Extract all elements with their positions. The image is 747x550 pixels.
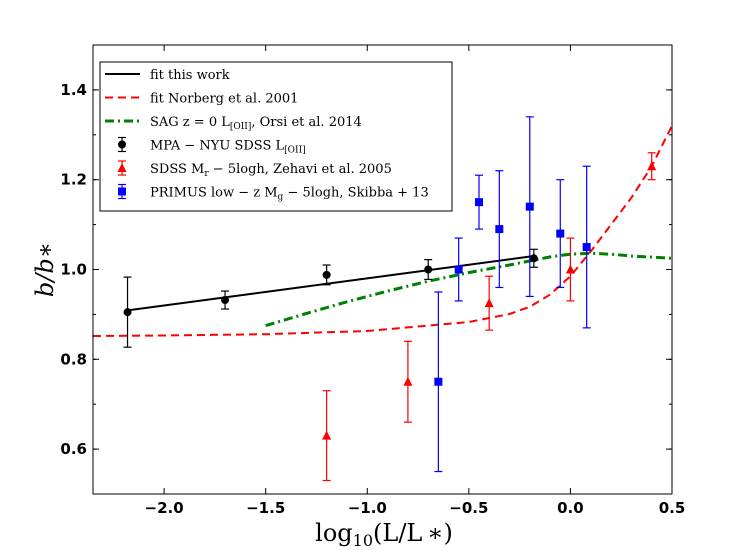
data-point <box>322 390 332 482</box>
legend-marker-triangle <box>117 163 127 172</box>
data-point <box>322 264 331 286</box>
legend-entry: fit this work <box>105 68 230 83</box>
y-axis: 0.6 0.8 1.0 1.2 1.4 <box>60 44 672 495</box>
data-point <box>582 165 591 329</box>
marker-circle <box>221 296 230 305</box>
series-line-sag-z-0-l-oii-orsi-et-al-2014 <box>265 251 672 328</box>
y-tick-label: 0.8 <box>60 350 87 368</box>
data-point <box>123 276 132 348</box>
data-point <box>403 340 413 423</box>
y-tick-label: 0.6 <box>60 440 87 458</box>
legend-label: SAG z = 0 L[OII], Orsi et al. 2014 <box>150 115 362 132</box>
data-point <box>434 291 443 473</box>
y-tick-label: 1.0 <box>60 261 87 279</box>
data-point <box>495 170 504 289</box>
marker-square <box>556 229 565 238</box>
legend-marker-circle <box>118 140 126 149</box>
legend: fit this work fit Norberg et al. 2001 SAG … <box>99 61 453 212</box>
legend-label: SDSS Mr − 5logh, Zehavi et al. 2005 <box>150 162 392 179</box>
marker-square <box>495 225 504 234</box>
legend-entry: SAG z = 0 L[OII], Orsi et al. 2014 <box>105 115 362 132</box>
marker-circle <box>123 308 132 317</box>
data-point <box>424 259 433 280</box>
marker-circle <box>424 265 433 274</box>
data-point <box>484 275 494 331</box>
x-axis: −2.0 −1.5 −1.0 −0.5 0.0 0.5 <box>145 45 686 517</box>
marker-triangle <box>322 430 332 440</box>
data-point <box>221 290 230 310</box>
marker-triangle <box>484 298 494 308</box>
x-tick-label: 0.5 <box>659 499 686 517</box>
marker-circle <box>529 254 538 263</box>
legend-label: MPA − NYU SDSS L[OII] <box>150 139 306 156</box>
series-line-fit-this-work <box>127 255 535 312</box>
data-point <box>556 179 565 289</box>
data-point <box>529 248 538 268</box>
legend-marker-square <box>118 187 126 196</box>
y-tick-label: 1.2 <box>60 171 87 189</box>
legend-label: PRIMUS low − z Mg − 5logh, Skibba + 13 <box>150 186 429 203</box>
marker-triangle <box>403 376 413 386</box>
marker-triangle <box>647 161 657 171</box>
series-line-fit-norberg-et-al-2001 <box>93 125 672 337</box>
marker-triangle <box>565 264 575 274</box>
x-tick-label: 0.0 <box>557 499 584 517</box>
marker-square <box>582 243 591 252</box>
data-point <box>565 237 575 302</box>
legend-entry: SDSS Mr − 5logh, Zehavi et al. 2005 <box>117 160 392 179</box>
legend-entry: MPA − NYU SDSS L[OII] <box>118 136 306 156</box>
y-tick-label: 1.4 <box>60 81 87 99</box>
legend-label: fit Norberg et al. 2001 <box>150 92 298 107</box>
x-axis-label: log10(L/L ∗) <box>315 519 453 550</box>
data-point <box>525 116 534 298</box>
x-tick-label: −2.0 <box>145 499 184 517</box>
x-tick-label: −0.5 <box>449 499 488 517</box>
data-point <box>454 237 463 302</box>
legend-label: fit this work <box>150 68 230 83</box>
marker-square <box>454 265 463 274</box>
marker-square <box>525 202 534 211</box>
marker-circle <box>322 270 331 279</box>
data-point <box>647 152 657 181</box>
marker-square <box>475 198 483 207</box>
x-tick-label: −1.5 <box>246 499 285 517</box>
y-axis-label: b/b∗ <box>31 242 59 297</box>
data-point <box>475 174 483 230</box>
x-tick-label: −1.0 <box>348 499 387 517</box>
legend-entry: PRIMUS low − z Mg − 5logh, Skibba + 13 <box>118 183 429 203</box>
marker-square <box>434 377 443 386</box>
legend-frame <box>99 61 453 212</box>
legend-entry: fit Norberg et al. 2001 <box>105 92 298 107</box>
